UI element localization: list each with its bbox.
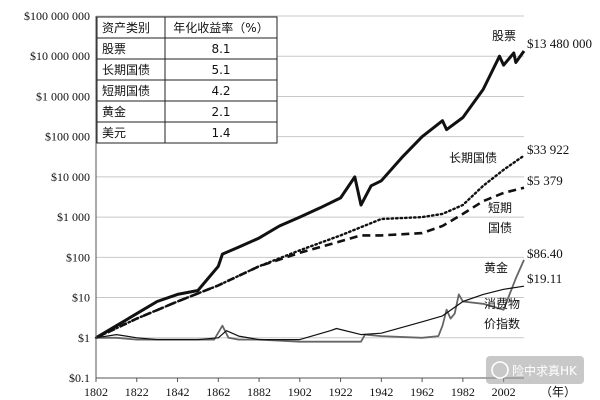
y-tick-labels: $100 000 000 $10 000 000 $1 000 000 $100 00… bbox=[24, 9, 90, 385]
x-tick-label: 1962 bbox=[410, 385, 434, 399]
end-label-bills: $5 379 bbox=[527, 173, 563, 188]
x-tick-label: 1802 bbox=[84, 385, 108, 399]
annotation-label: 长期国债 bbox=[449, 151, 497, 165]
series-group bbox=[94, 50, 526, 343]
table-asset-cell: 黄金 bbox=[102, 104, 126, 119]
annotation-label: 国债 bbox=[488, 221, 512, 235]
x-tick-label: 2002 bbox=[492, 385, 516, 399]
table-asset-cell: 长期国债 bbox=[102, 63, 150, 77]
end-label-long-bonds: $33 922 bbox=[527, 142, 569, 157]
x-tick-labels: 1802 1822 1842 1862 1882 1902 1922 1942 1962 1982… bbox=[84, 385, 516, 399]
table-return-cell: 2.1 bbox=[211, 105, 230, 119]
table-asset-cell: 美元 bbox=[102, 126, 126, 140]
table-return-cell: 1.4 bbox=[211, 126, 230, 140]
y-tick-label: $10 000 000 bbox=[30, 49, 90, 63]
table-asset-cell: 短期国债 bbox=[102, 84, 150, 98]
table-return-cell: 4.2 bbox=[211, 84, 230, 98]
x-tick-label: 1982 bbox=[451, 385, 475, 399]
y-tick-label: $100 000 000 bbox=[24, 9, 90, 23]
y-tick-label: $1 000 bbox=[57, 210, 90, 224]
table-asset-cell: 股票 bbox=[102, 42, 126, 56]
watermark-text: 险中求真HK bbox=[512, 363, 578, 378]
watermark: 险中求真HK bbox=[486, 356, 584, 384]
y-tick-label: $100 bbox=[66, 250, 90, 264]
y-tick-label: $1 bbox=[78, 331, 90, 345]
end-label-cpi: $19.11 bbox=[527, 271, 562, 286]
y-tick-label: $1 000 000 bbox=[36, 89, 90, 103]
series-line-bills bbox=[95, 186, 525, 339]
table-header-cell: 资产类别 bbox=[102, 21, 150, 35]
x-tick-label: 1822 bbox=[125, 385, 149, 399]
end-value-labels: $13 480 000 $33 922 $5 379 $86.40 $19.11 bbox=[527, 36, 592, 286]
y-tick-label: $0.1 bbox=[69, 371, 90, 385]
end-label-stocks: $13 480 000 bbox=[527, 36, 592, 51]
watermark-logo-icon bbox=[491, 361, 509, 379]
x-tick-label: 1902 bbox=[288, 385, 312, 399]
table-header-cell: 年化收益率（%） bbox=[173, 20, 268, 35]
annotation-label: 消费物 bbox=[484, 297, 520, 311]
y-tick-label: $100 000 bbox=[45, 130, 90, 144]
end-label-gold: $86.40 bbox=[527, 246, 563, 261]
series-line-cpi bbox=[95, 285, 525, 341]
x-tick-label: 1862 bbox=[206, 385, 230, 399]
x-tick-label: 1922 bbox=[329, 385, 353, 399]
annotation-label: 黄金 bbox=[484, 260, 508, 275]
watermark-background bbox=[486, 356, 584, 384]
y-tick-label: $10 000 bbox=[51, 170, 90, 184]
annotation-label: 价指数 bbox=[484, 316, 520, 331]
returns-table: 资产类别 年化收益率（%） 股票 8.1 长期国债 5.1 短期国债 4.2 黄金 2.1 美元 1.… bbox=[96, 16, 278, 144]
table-return-cell: 8.1 bbox=[211, 42, 230, 56]
x-tick-label: 1842 bbox=[166, 385, 190, 399]
x-tick-label: 1882 bbox=[247, 385, 271, 399]
table-return-cell: 5.1 bbox=[211, 63, 230, 77]
series-line-stocks bbox=[95, 50, 526, 340]
annotation-label: 短期 bbox=[488, 201, 512, 215]
x-unit-label: （年） bbox=[540, 385, 576, 399]
x-tick-label: 1942 bbox=[369, 385, 393, 399]
axes bbox=[95, 16, 524, 382]
y-tick-label: $10 bbox=[72, 291, 90, 305]
annotation-label: 股票 bbox=[492, 29, 516, 43]
